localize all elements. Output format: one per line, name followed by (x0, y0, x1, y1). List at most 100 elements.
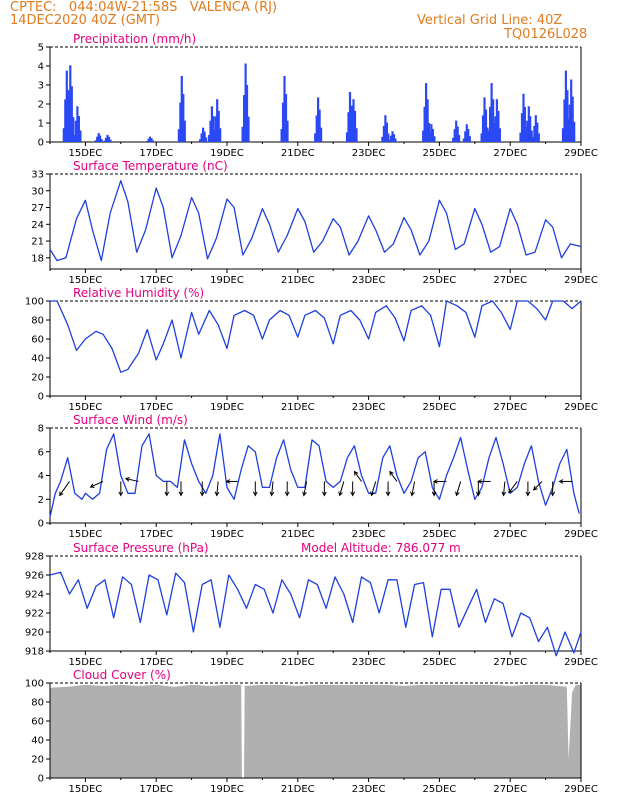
precip-bar (573, 121, 576, 142)
precip-bar (317, 97, 320, 142)
precip-bar (566, 90, 569, 142)
precip-bar (213, 133, 216, 142)
wind-arrow-head (455, 491, 460, 497)
precip-bar (217, 110, 220, 142)
y-tick-label: 6 (38, 447, 44, 458)
y-tick-label: 24 (31, 220, 44, 231)
precip-bar (202, 127, 205, 142)
y-tick-label: 40 (31, 736, 44, 747)
precip-bar (564, 70, 567, 142)
precip-bar (520, 113, 524, 142)
precip-bar (100, 139, 103, 142)
x-tick-label: 23DEC (352, 529, 386, 540)
precip-bar (200, 133, 203, 142)
wind-arrow-head (508, 488, 513, 494)
precip-bar (219, 128, 222, 142)
precip-bar (490, 83, 493, 142)
precip-bar (494, 116, 497, 142)
wind-arrow-head (431, 491, 437, 497)
wind-arrow-head (199, 491, 205, 497)
wind-arrow-head (525, 491, 531, 497)
precip-bar (245, 85, 249, 142)
wind-arrow-head (353, 470, 359, 476)
x-tick-label: 19DEC (210, 529, 244, 540)
wind-arrow-head (532, 485, 538, 491)
precip-bar (455, 120, 458, 142)
x-tick-label: 27DEC (493, 657, 527, 668)
wind-arrow-head (550, 491, 556, 497)
x-tick-label: 19DEC (210, 402, 244, 413)
x-tick-label: 25DEC (423, 275, 457, 286)
precip-bar (483, 97, 486, 142)
y-tick-label: 30 (31, 186, 44, 197)
precip-bar (145, 141, 149, 142)
x-tick-label: 21DEC (281, 529, 315, 540)
y-tick-label: 926 (25, 571, 44, 582)
y-tick-label: 60 (31, 717, 44, 728)
x-tick-label: 17DEC (139, 402, 173, 413)
wind-arrow (455, 481, 462, 496)
panel-4 (46, 555, 582, 657)
wind-arrow-head (558, 479, 564, 484)
panel-2 (46, 300, 582, 400)
precip-bar (571, 96, 574, 142)
precip-bar (394, 138, 397, 142)
precip-bar (69, 65, 72, 142)
wind-arrow (508, 481, 518, 493)
precip-bar (524, 135, 527, 142)
panel-title: Cloud Cover (%) (73, 668, 171, 682)
x-tick-label: 21DEC (281, 148, 315, 159)
y-tick-label: 2 (38, 100, 44, 111)
precip-bar (464, 131, 467, 142)
x-tick-label: 29DEC (564, 402, 598, 413)
precip-bar (96, 136, 99, 142)
precip-bar (522, 93, 525, 142)
x-tick-label: 23DEC (352, 275, 386, 286)
wind-arrow (371, 481, 377, 496)
wind-arrow (125, 478, 139, 482)
precip-bar (484, 109, 488, 142)
y-tick-label: 27 (31, 203, 44, 214)
precip-bar (73, 135, 76, 142)
precip-bar (385, 122, 388, 142)
y-tick-label: 60 (31, 335, 44, 346)
precip-bar (430, 124, 433, 142)
series-line (50, 300, 582, 373)
precip-bar (104, 137, 108, 142)
series-line (49, 571, 582, 657)
precip-bar (492, 133, 496, 142)
x-tick-label: 19DEC (210, 784, 244, 795)
header-station: CPTEC: 044:04W-21:58S VALENCA (RJ) (10, 0, 278, 15)
x-tick-label: 17DEC (139, 529, 173, 540)
precip-bar (203, 131, 206, 142)
precip-bar (481, 115, 485, 142)
wind-arrow-head (321, 491, 327, 497)
precip-bar (204, 137, 208, 142)
y-tick-label: 4 (38, 471, 44, 482)
x-tick-label: 23DEC (352, 657, 386, 668)
x-tick-label: 29DEC (564, 275, 598, 286)
x-tick-label: 19DEC (210, 657, 244, 668)
precip-bar (72, 117, 75, 142)
x-tick-label: 25DEC (423, 148, 457, 159)
wind-arrow (389, 471, 398, 482)
precip-bar (497, 110, 500, 142)
wind-arrow-head (164, 491, 170, 497)
x-tick-label: 25DEC (423, 657, 457, 668)
precip-bar (387, 133, 390, 142)
x-tick-label: 21DEC (281, 784, 315, 795)
x-tick-label: 25DEC (423, 784, 457, 795)
precip-bar (426, 99, 429, 142)
wind-arrow-head (477, 479, 482, 484)
precip-bar (382, 126, 385, 142)
x-tick-label: 15DEC (69, 402, 103, 413)
y-tick-label: 920 (25, 628, 44, 639)
precip-bar (452, 137, 455, 142)
precip-bar (67, 96, 70, 142)
x-tick-label: 19DEC (210, 148, 244, 159)
precip-bar (109, 139, 112, 142)
precip-bar (392, 134, 395, 142)
x-tick-label: 23DEC (352, 148, 386, 159)
series-line (49, 433, 580, 518)
y-tick-label: 33 (31, 170, 44, 181)
